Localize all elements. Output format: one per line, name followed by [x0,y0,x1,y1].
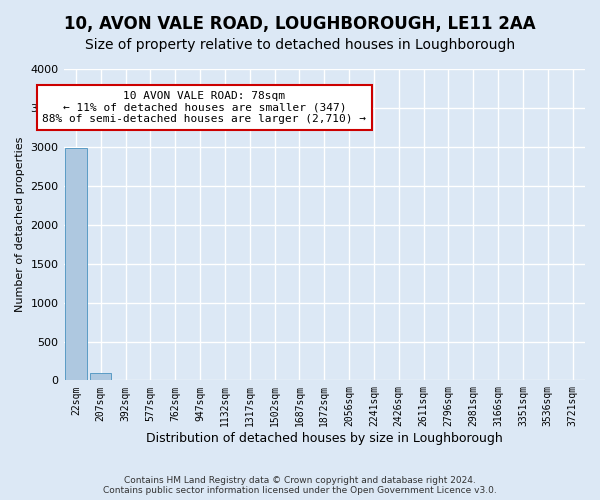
Bar [65,148,86,380]
Text: 10 AVON VALE ROAD: 78sqm
← 11% of detached houses are smaller (347)
88% of semi-: 10 AVON VALE ROAD: 78sqm ← 11% of detach… [43,91,367,124]
Text: 10, AVON VALE ROAD, LOUGHBOROUGH, LE11 2AA: 10, AVON VALE ROAD, LOUGHBOROUGH, LE11 2… [64,15,536,33]
Text: Contains HM Land Registry data © Crown copyright and database right 2024.
Contai: Contains HM Land Registry data © Crown c… [103,476,497,495]
Text: Size of property relative to detached houses in Loughborough: Size of property relative to detached ho… [85,38,515,52]
Y-axis label: Number of detached properties: Number of detached properties [15,137,25,312]
Bar [90,372,112,380]
X-axis label: Distribution of detached houses by size in Loughborough: Distribution of detached houses by size … [146,432,503,445]
